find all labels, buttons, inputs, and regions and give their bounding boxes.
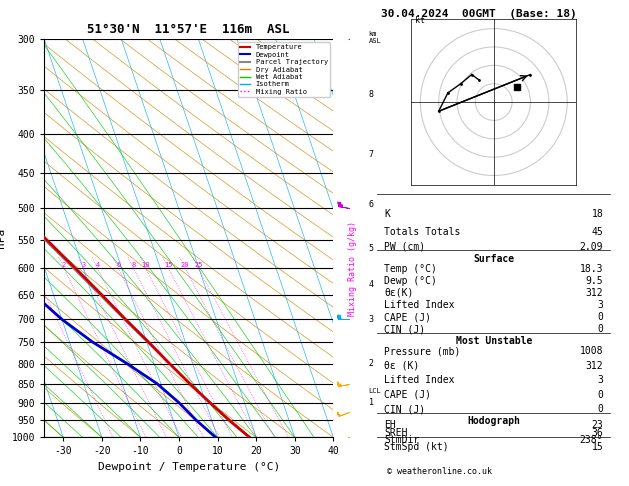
Title: 51°30'N  11°57'E  116m  ASL: 51°30'N 11°57'E 116m ASL <box>87 23 290 36</box>
Text: 3: 3 <box>598 375 603 385</box>
Text: 312: 312 <box>586 361 603 371</box>
Text: 36: 36 <box>591 428 603 437</box>
Text: 6: 6 <box>116 262 121 268</box>
Text: 45: 45 <box>591 227 603 237</box>
Text: 15: 15 <box>591 442 603 452</box>
Text: LCL: LCL <box>369 388 381 394</box>
Text: 7: 7 <box>369 150 374 158</box>
Text: Lifted Index: Lifted Index <box>384 375 455 385</box>
Text: StmSpd (kt): StmSpd (kt) <box>384 442 449 452</box>
Text: EH: EH <box>384 420 396 430</box>
Text: Hodograph: Hodograph <box>467 416 520 426</box>
Text: 3: 3 <box>81 262 86 268</box>
Text: 312: 312 <box>586 288 603 298</box>
Text: θε(K): θε(K) <box>384 288 414 298</box>
Text: 18.3: 18.3 <box>580 263 603 274</box>
Text: 6: 6 <box>369 200 374 209</box>
Text: θε (K): θε (K) <box>384 361 420 371</box>
Text: 4: 4 <box>369 280 374 289</box>
Text: 5: 5 <box>369 244 374 253</box>
Text: K: K <box>384 209 390 219</box>
Text: 2: 2 <box>369 359 374 368</box>
Text: CIN (J): CIN (J) <box>384 324 425 334</box>
Text: 2.09: 2.09 <box>580 242 603 252</box>
Text: Most Unstable: Most Unstable <box>455 336 532 347</box>
Text: 20: 20 <box>181 262 189 268</box>
Text: 2: 2 <box>62 262 66 268</box>
Text: © weatheronline.co.uk: © weatheronline.co.uk <box>387 467 492 476</box>
Text: Mixing Ratio (g/kg): Mixing Ratio (g/kg) <box>348 221 357 316</box>
Text: 3: 3 <box>369 315 374 324</box>
Text: Temp (°C): Temp (°C) <box>384 263 437 274</box>
Text: 0: 0 <box>598 324 603 334</box>
Text: Pressure (mb): Pressure (mb) <box>384 346 461 356</box>
Text: PW (cm): PW (cm) <box>384 242 425 252</box>
Text: km
ASL: km ASL <box>369 32 381 44</box>
Text: Dewp (°C): Dewp (°C) <box>384 276 437 286</box>
Text: 1: 1 <box>369 398 374 407</box>
Text: kt: kt <box>415 16 425 25</box>
Text: 0: 0 <box>598 390 603 400</box>
Text: Lifted Index: Lifted Index <box>384 300 455 310</box>
Text: StmDir: StmDir <box>384 435 420 445</box>
Text: 0: 0 <box>598 312 603 322</box>
Text: 25: 25 <box>194 262 203 268</box>
Text: 1008: 1008 <box>580 346 603 356</box>
Text: CAPE (J): CAPE (J) <box>384 312 431 322</box>
Text: 15: 15 <box>164 262 173 268</box>
Text: 30.04.2024  00GMT  (Base: 18): 30.04.2024 00GMT (Base: 18) <box>381 9 576 19</box>
Text: 4: 4 <box>96 262 100 268</box>
Text: Totals Totals: Totals Totals <box>384 227 461 237</box>
Text: 0: 0 <box>598 404 603 415</box>
Text: 3: 3 <box>598 300 603 310</box>
Text: 10: 10 <box>142 262 150 268</box>
Text: CAPE (J): CAPE (J) <box>384 390 431 400</box>
Text: CIN (J): CIN (J) <box>384 404 425 415</box>
Text: 8: 8 <box>369 90 374 99</box>
Text: 9.5: 9.5 <box>586 276 603 286</box>
Y-axis label: hPa: hPa <box>0 228 6 248</box>
X-axis label: Dewpoint / Temperature (°C): Dewpoint / Temperature (°C) <box>97 462 280 472</box>
Legend: Temperature, Dewpoint, Parcel Trajectory, Dry Adiabat, Wet Adiabat, Isotherm, Mi: Temperature, Dewpoint, Parcel Trajectory… <box>238 42 330 97</box>
Text: Surface: Surface <box>473 254 515 264</box>
Text: 23: 23 <box>591 420 603 430</box>
Text: 238°: 238° <box>580 435 603 445</box>
Text: SREH: SREH <box>384 428 408 437</box>
Text: 18: 18 <box>591 209 603 219</box>
Text: 8: 8 <box>131 262 136 268</box>
